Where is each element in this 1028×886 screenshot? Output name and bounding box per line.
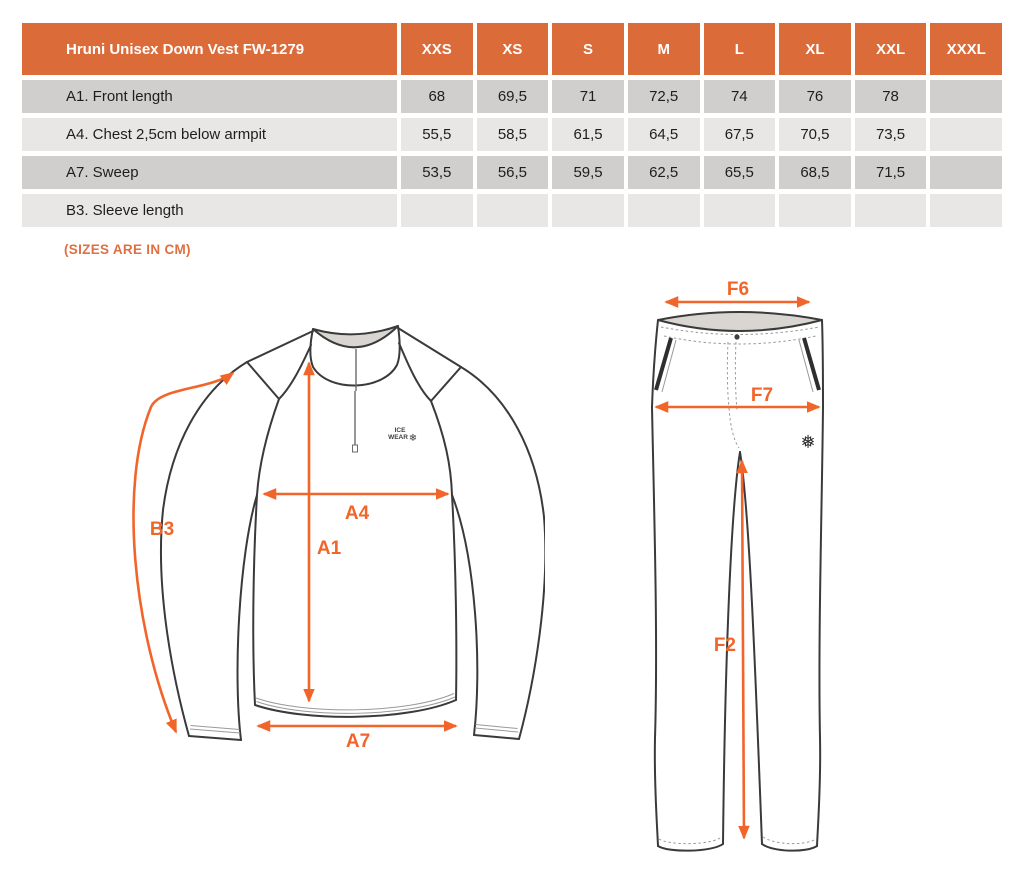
table-row-sleeve-length: B3. Sleeve length: [22, 194, 1002, 227]
f2-arrow: [736, 459, 750, 840]
table-row-chest: A4. Chest 2,5cm below armpit 55,5 58,5 6…: [22, 118, 1002, 151]
cell-value: 73,5: [854, 118, 927, 151]
cell-value: [627, 194, 700, 227]
cell-value: 55,5: [401, 118, 473, 151]
product-title: Hruni Unisex Down Vest FW-1279: [22, 23, 397, 75]
cell-value: 76: [779, 80, 851, 113]
row-label: B3. Sleeve length: [22, 194, 397, 227]
row-label: A7. Sweep: [22, 156, 397, 189]
a7-label: A7: [346, 731, 370, 752]
size-header-xxs: XXS: [401, 23, 473, 75]
size-header-xs: XS: [476, 23, 549, 75]
cell-value: [930, 118, 1002, 151]
cell-value: 71: [552, 80, 624, 113]
cell-value: 74: [703, 80, 776, 113]
table-row-sweep: A7. Sweep 53,5 56,5 59,5 62,5 65,5 68,5 …: [22, 156, 1002, 189]
b3-label: B3: [150, 519, 174, 540]
a1-label: A1: [317, 538, 342, 559]
cell-value: 58,5: [476, 118, 549, 151]
cell-value: [779, 194, 851, 227]
jacket-brand-logo: ICE WEAR ❄: [388, 427, 417, 444]
right-pocket: [802, 337, 821, 391]
cell-value: 72,5: [627, 80, 700, 113]
cell-value: 71,5: [854, 156, 927, 189]
cell-value: [854, 194, 927, 227]
brand-text-line1: ICE: [395, 427, 407, 434]
cell-value: 67,5: [703, 118, 776, 151]
cell-value: 69,5: [476, 80, 549, 113]
f2-label: F2: [714, 635, 736, 656]
cell-value: 68: [401, 80, 473, 113]
jacket-outline: [159, 325, 545, 741]
size-header-l: L: [703, 23, 776, 75]
cell-value: [476, 194, 549, 227]
b3-arrow: [132, 371, 235, 734]
size-header-xl: XL: [779, 23, 851, 75]
snowflake-icon: ❅: [800, 432, 815, 452]
size-header-xxl: XXL: [854, 23, 927, 75]
f6-label: F6: [727, 279, 749, 300]
left-pocket: [654, 337, 673, 391]
cell-value: 78: [854, 80, 927, 113]
size-table-header-row: Hruni Unisex Down Vest FW-1279 XXS XS S …: [22, 23, 1002, 75]
jacket-measurement-arrows: B3 A4 A1 A7: [132, 361, 458, 752]
cell-value: 62,5: [627, 156, 700, 189]
brand-text-line2: WEAR: [388, 434, 408, 441]
waist-button: [734, 334, 740, 340]
cell-value: 53,5: [401, 156, 473, 189]
cell-value: [930, 194, 1002, 227]
row-label: A4. Chest 2,5cm below armpit: [22, 118, 397, 151]
a4-label: A4: [345, 503, 370, 524]
cell-value: 64,5: [627, 118, 700, 151]
table-row-front-length: A1. Front length 68 69,5 71 72,5 74 76 7…: [22, 80, 1002, 113]
row-label: A1. Front length: [22, 80, 397, 113]
size-header-xxxl: XXXL: [930, 23, 1002, 75]
pants-diagram: ❅ F6 F7 F2: [625, 278, 855, 878]
cell-value: [703, 194, 776, 227]
pants-measurement-arrows: F6 F7 F2: [654, 279, 821, 840]
cell-value: [552, 194, 624, 227]
units-note: (SIZES ARE IN CM): [64, 242, 191, 257]
cell-value: 59,5: [552, 156, 624, 189]
cell-value: 65,5: [703, 156, 776, 189]
f7-label: F7: [751, 385, 773, 406]
cell-value: 56,5: [476, 156, 549, 189]
size-chart-table: Hruni Unisex Down Vest FW-1279 XXS XS S …: [18, 18, 1006, 232]
cell-value: 70,5: [779, 118, 851, 151]
cell-value: [930, 156, 1002, 189]
snowflake-icon: ❄: [409, 433, 417, 444]
cell-value: 68,5: [779, 156, 851, 189]
cell-value: 61,5: [552, 118, 624, 151]
jacket-diagram: ICE WEAR ❄ B3 A4 A1 A7: [105, 295, 545, 775]
cell-value: [930, 80, 1002, 113]
size-header-s: S: [552, 23, 624, 75]
pants-outline: [651, 311, 824, 852]
cell-value: [401, 194, 473, 227]
size-header-m: M: [627, 23, 700, 75]
